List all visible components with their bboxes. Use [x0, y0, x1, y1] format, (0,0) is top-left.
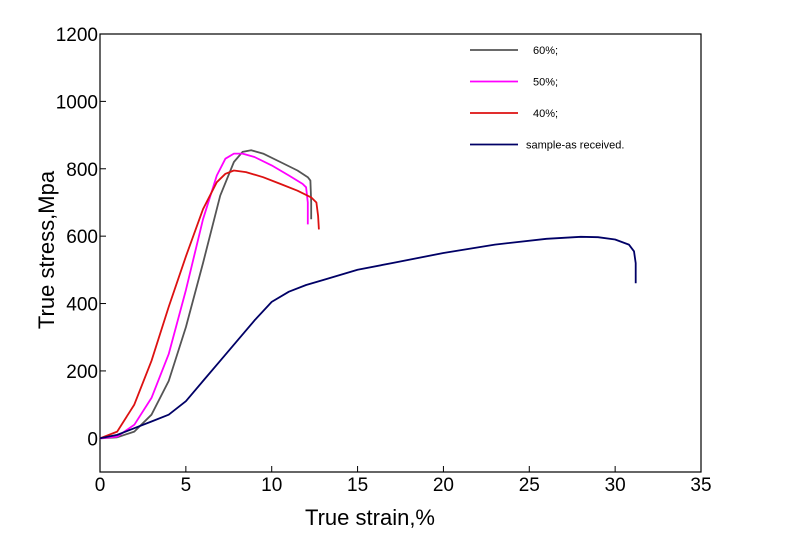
- y-axis-ticks: 0 200 400 600 800 1000 1200: [56, 25, 106, 450]
- x-tick-label: 5: [181, 475, 192, 496]
- x-tick-label: 20: [433, 475, 454, 496]
- series-line-4: [99, 235, 637, 440]
- y-tick-label: 800: [66, 160, 98, 181]
- y-tick-label: 400: [66, 295, 98, 316]
- x-tick-label: 10: [261, 475, 282, 496]
- y-tick-label: 1000: [56, 92, 98, 113]
- x-tick-label: 35: [690, 475, 711, 496]
- legend-label: 40%;: [533, 108, 558, 120]
- x-tick-label: 30: [605, 475, 626, 496]
- legend-label: 60%;: [533, 45, 558, 57]
- y-tick-label: 1200: [56, 25, 98, 46]
- plot-frame: [99, 33, 702, 473]
- y-tick-label: 0: [87, 429, 98, 450]
- x-axis-ticks: 0 5 10 15 20 25 30 35: [95, 466, 712, 496]
- y-axis-title: True stress,Mpa: [34, 170, 59, 329]
- legend-label: 50%;: [533, 77, 558, 89]
- series-line-1: [99, 149, 313, 440]
- legend: 60%; 50%; 40%; sample-as received.: [470, 45, 624, 152]
- series-line-2: [99, 152, 309, 440]
- y-tick-label: 200: [66, 362, 98, 383]
- legend-label: sample-as received.: [526, 140, 624, 152]
- series-layer: [99, 149, 637, 440]
- x-tick-label: 0: [95, 475, 106, 496]
- y-tick-label: 600: [66, 227, 98, 248]
- x-axis-title: True strain,%: [305, 505, 435, 530]
- series-line-3: [99, 169, 320, 440]
- x-tick-label: 25: [519, 475, 540, 496]
- x-tick-label: 15: [347, 475, 368, 496]
